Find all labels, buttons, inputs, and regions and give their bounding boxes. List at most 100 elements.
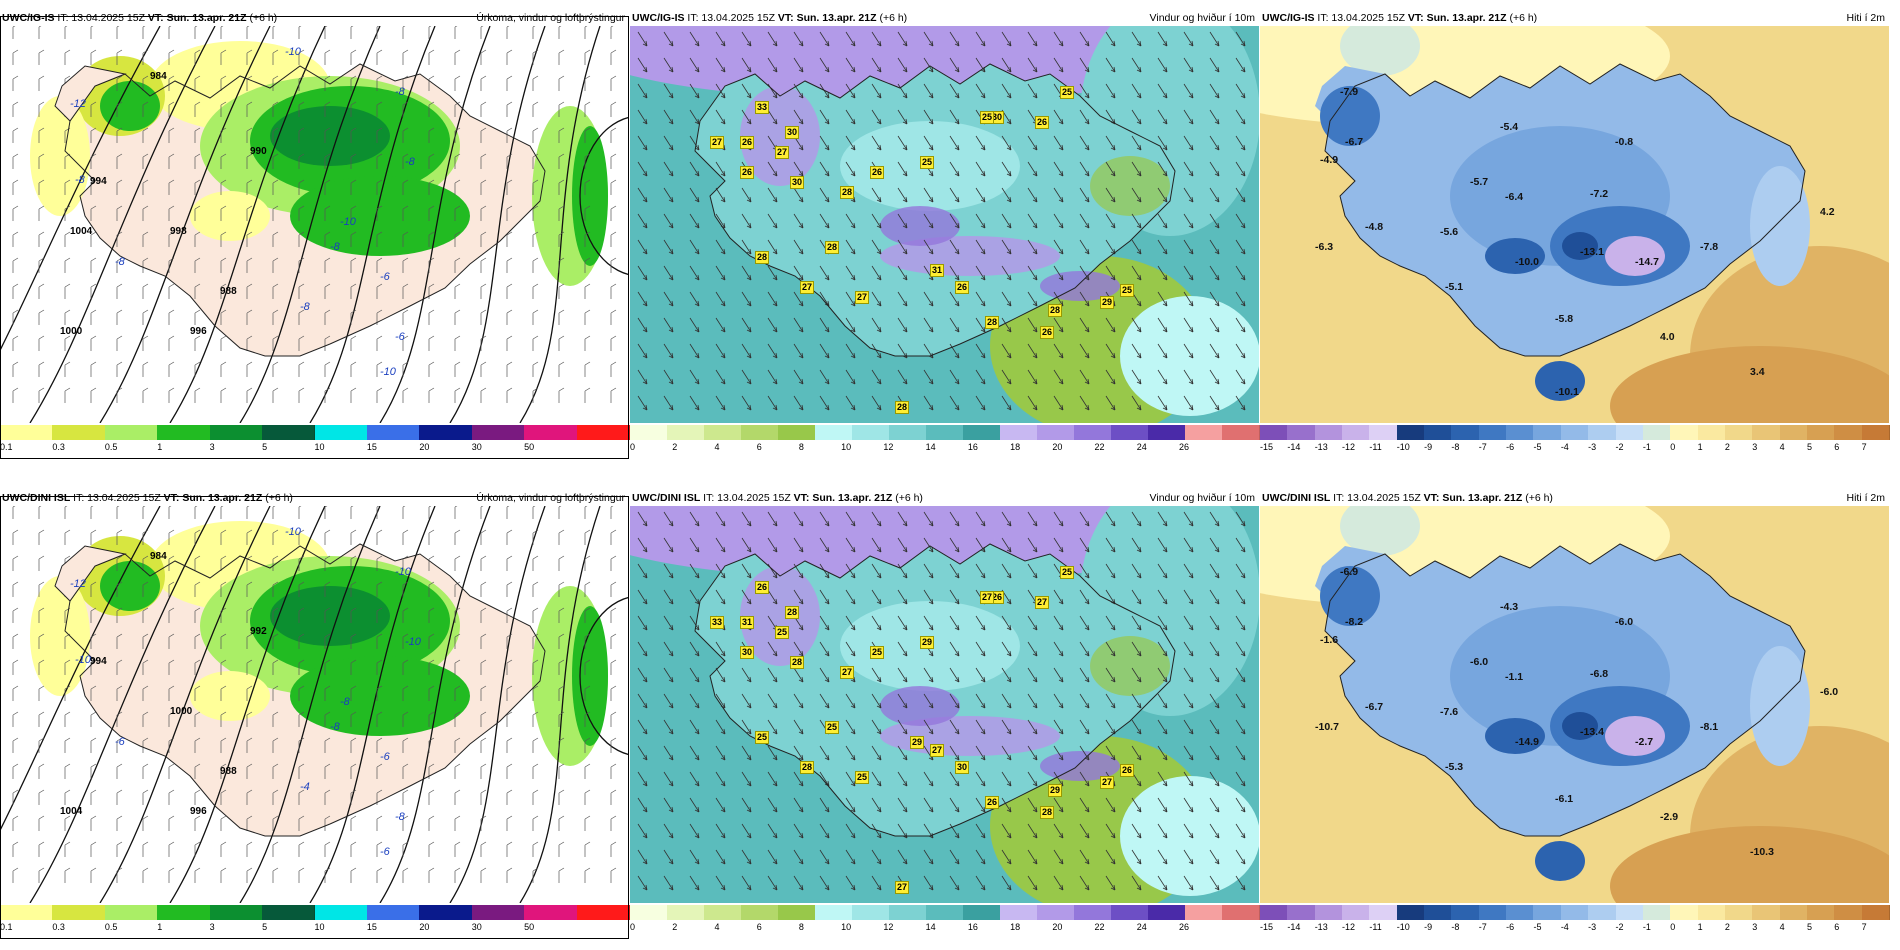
colorbar-tick-label: 2 bbox=[1724, 442, 1730, 452]
colorbar-tick-label: 2 bbox=[672, 442, 678, 452]
precip-label: -6 bbox=[380, 846, 390, 858]
panel-meta: UWC/IG-IS IT: 13.04.2025 15Z VT: Sun. 13… bbox=[2, 10, 277, 26]
colorbar-swatch bbox=[262, 425, 316, 440]
valid-time: VT: Sun. 13.apr. 21Z bbox=[777, 12, 877, 24]
temp-label: -6.0 bbox=[1470, 656, 1489, 668]
temp-label: -6.4 bbox=[1505, 191, 1524, 203]
colorbar-tick-label: 26 bbox=[1179, 922, 1190, 932]
lead-time: (+6 h) bbox=[249, 12, 278, 24]
temp-label: -7.2 bbox=[1590, 188, 1609, 200]
gust-label: 25 bbox=[825, 721, 840, 734]
colorbar-swatch bbox=[741, 905, 779, 920]
gust-label: 28 bbox=[790, 656, 805, 669]
model-name: UWC/IG-IS bbox=[632, 12, 685, 24]
precip-label: -8 bbox=[330, 721, 340, 733]
valid-time: VT: Sun. 13.apr. 21Z bbox=[163, 492, 263, 504]
precip-label: -6 bbox=[115, 736, 125, 748]
wind-map: 33 27 26 30 26 30 27 28 26 25 30 26 28 28 27 31 26 28 26 25… bbox=[630, 26, 1259, 423]
isobar-label: 984 bbox=[150, 551, 167, 562]
colorbar-swatch bbox=[1533, 425, 1562, 440]
colorbar-swatch bbox=[1779, 905, 1808, 920]
colorbar-swatch bbox=[157, 905, 211, 920]
gust-label: 27 bbox=[840, 666, 855, 679]
colorbar-swatch bbox=[1074, 905, 1112, 920]
colorbar-tick-label: -9 bbox=[1424, 442, 1433, 452]
colorbar-swatch bbox=[1478, 905, 1508, 920]
temp-label: -6.9 bbox=[1340, 566, 1359, 578]
colorbar-swatch bbox=[630, 905, 668, 920]
issue-time: IT: 13.04.2025 15Z bbox=[73, 492, 164, 504]
colorbar-swatch bbox=[576, 905, 630, 920]
colorbar-swatch bbox=[1615, 905, 1644, 920]
isobar-label: 998 bbox=[170, 226, 187, 237]
colorbar-swatch bbox=[524, 425, 578, 440]
lead-time: (+6 h) bbox=[895, 492, 923, 504]
colorbar-swatch bbox=[1861, 905, 1890, 920]
valid-time: VT: Sun. 13.apr. 21Z bbox=[1423, 492, 1523, 504]
temp-map: -6.9 -8.2 -1.6 -4.3 -6.0 -6.0 -1.1 -6.8 -6.0 -7.6… bbox=[1260, 506, 1889, 903]
colorbar-swatch bbox=[1148, 905, 1186, 920]
colorbar-swatch bbox=[1642, 425, 1672, 440]
colorbar-tick-label: 16 bbox=[967, 922, 978, 932]
precip-label: -12 bbox=[70, 578, 86, 590]
temp-label: -10.3 bbox=[1750, 846, 1774, 858]
colorbar-tick-label: 18 bbox=[1010, 442, 1021, 452]
panel-header: UWC/DINI ISL IT: 13.04.2025 15Z VT: Sun.… bbox=[630, 490, 1259, 506]
colorbar-tick-label: 0 bbox=[630, 442, 636, 452]
gust-label: 29 bbox=[1100, 296, 1115, 309]
colorbar-swatch bbox=[314, 425, 368, 440]
colorbar-tick-label: 4 bbox=[1779, 922, 1785, 932]
colorbar-swatch bbox=[366, 905, 421, 920]
colorbar-tick-label: 3 bbox=[1752, 922, 1758, 932]
colorbar-swatch bbox=[1642, 905, 1672, 920]
panel-header: UWC/IG-IS IT: 13.04.2025 15Z VT: Sun. 13… bbox=[1260, 10, 1889, 26]
colorbar-swatch bbox=[1037, 905, 1075, 920]
temp-label: 3.4 bbox=[1750, 366, 1765, 378]
gust-label: 31 bbox=[740, 616, 755, 629]
isobar-label: 994 bbox=[90, 176, 107, 187]
panel-header: UWC/IG-IS IT: 13.04.2025 15Z VT: Sun. 13… bbox=[0, 10, 629, 26]
colorbar-tick-label: 20 bbox=[1052, 442, 1063, 452]
temp-label: -8.2 bbox=[1345, 616, 1364, 628]
gust-label: 25 bbox=[755, 731, 770, 744]
colorbar-swatch bbox=[1000, 425, 1038, 440]
colorbar-swatch bbox=[1752, 905, 1781, 920]
colorbar-swatch bbox=[1451, 425, 1480, 440]
colorbar-swatch bbox=[209, 425, 264, 440]
precip-label: -8 bbox=[340, 696, 350, 708]
colorbar-swatch bbox=[1260, 425, 1289, 440]
temp-label: -7.9 bbox=[1340, 86, 1359, 98]
colorbar-tick-label: 50 bbox=[524, 442, 535, 452]
issue-time: IT: 13.04.2025 15Z bbox=[687, 12, 778, 24]
colorbar-swatch bbox=[1424, 425, 1453, 440]
colorbar-tick-label: -13 bbox=[1314, 922, 1328, 932]
gust-label: 26 bbox=[755, 581, 770, 594]
colorbar-tick-label: 0 bbox=[1670, 442, 1676, 452]
colorbar-swatch bbox=[926, 905, 964, 920]
colorbar-swatch bbox=[1834, 425, 1863, 440]
colorbar-tick-label: 4 bbox=[714, 442, 720, 452]
gust-label: 27 bbox=[855, 291, 870, 304]
temp-label: -14.7 bbox=[1635, 256, 1659, 268]
gust-label: 29 bbox=[920, 636, 935, 649]
colorbar-swatch bbox=[1697, 905, 1726, 920]
gust-label: 29 bbox=[910, 736, 925, 749]
gust-label: 26 bbox=[1120, 764, 1135, 777]
gust-label: 28 bbox=[895, 401, 910, 414]
colorbar-swatch bbox=[1834, 905, 1863, 920]
isobar-label: 992 bbox=[250, 626, 267, 637]
wind-colorbar: 0 2 4 6 8 10 12 14 16 18 20 22 24 26 bbox=[630, 905, 1260, 939]
colorbar-tick-label: 10 bbox=[314, 922, 325, 932]
valid-time: VT: Sun. 13.apr. 21Z bbox=[793, 492, 893, 504]
colorbar-tick-label: 18 bbox=[1010, 922, 1021, 932]
colorbar-tick-label: 3 bbox=[209, 442, 215, 452]
colorbar-tick-label: -4 bbox=[1560, 442, 1569, 452]
colorbar-swatch bbox=[889, 905, 927, 920]
colorbar-tick-label: 3 bbox=[209, 922, 215, 932]
colorbar-swatch bbox=[963, 425, 1001, 440]
colorbar-tick-label: 10 bbox=[841, 922, 852, 932]
precip-label: -12 bbox=[70, 98, 86, 110]
gust-label: 25 bbox=[980, 111, 995, 124]
colorbar-tick-label: -2 bbox=[1615, 442, 1624, 452]
colorbar-tick-label: 6 bbox=[1834, 922, 1840, 932]
